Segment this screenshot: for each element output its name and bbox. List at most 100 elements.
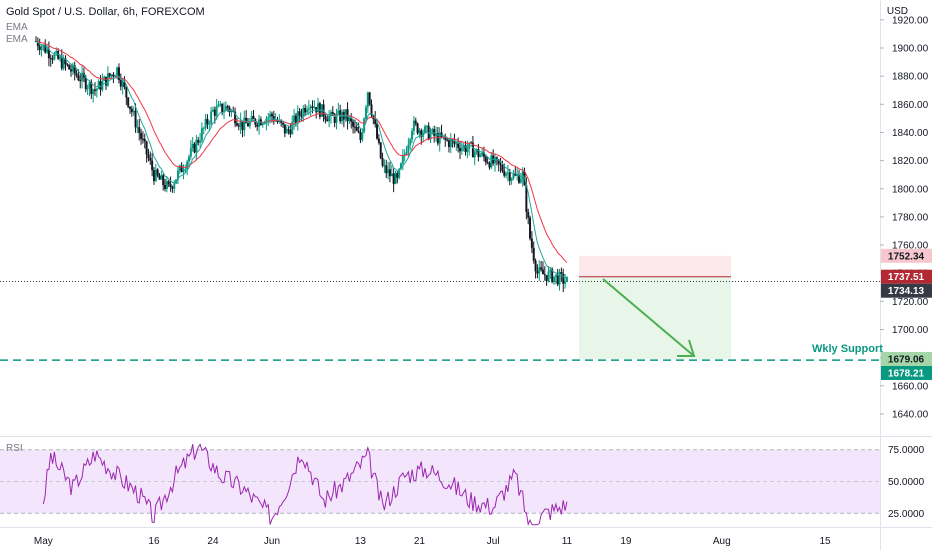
candle-body bbox=[481, 152, 484, 156]
candle-body bbox=[320, 104, 323, 117]
candle-body bbox=[114, 75, 117, 77]
currency-label: USD bbox=[886, 6, 908, 17]
candle-body bbox=[516, 174, 519, 176]
candle-body bbox=[300, 115, 303, 117]
candle-body bbox=[53, 53, 56, 60]
candle-body bbox=[162, 175, 165, 186]
candle-body bbox=[453, 140, 456, 144]
candle-body bbox=[71, 65, 74, 72]
candle-body bbox=[517, 174, 520, 183]
candle-body bbox=[108, 73, 111, 77]
candle-body bbox=[464, 145, 467, 153]
candle-body bbox=[497, 159, 500, 165]
candle-body bbox=[462, 145, 465, 148]
wkly-support-label: Wkly Support bbox=[812, 343, 883, 355]
candle-body bbox=[488, 163, 491, 168]
candle-body bbox=[235, 123, 238, 126]
price-badge-label: 1679.06 bbox=[888, 354, 925, 365]
candle-body bbox=[293, 115, 296, 122]
time-tick-label: Jun bbox=[264, 536, 280, 547]
candle-body bbox=[36, 41, 39, 47]
candle-body bbox=[49, 58, 52, 60]
candle-body bbox=[46, 49, 49, 53]
candle-body bbox=[226, 106, 229, 108]
candle-body bbox=[165, 181, 168, 189]
candle-body bbox=[460, 147, 463, 152]
price-tick-label: 1900.00 bbox=[892, 44, 929, 55]
candle-body bbox=[313, 107, 316, 109]
candle-body bbox=[237, 125, 240, 127]
candle-body bbox=[47, 49, 50, 59]
candle-body bbox=[130, 108, 133, 113]
candle-body bbox=[433, 129, 436, 136]
candle-body bbox=[84, 77, 87, 90]
candle-body bbox=[326, 119, 329, 122]
candle-body bbox=[527, 211, 530, 218]
candle-body bbox=[388, 169, 391, 177]
price-badge-label: 1734.13 bbox=[888, 286, 925, 297]
candle-body bbox=[436, 133, 439, 144]
candle-body bbox=[412, 120, 415, 131]
candle-body bbox=[355, 126, 358, 131]
candle-body bbox=[540, 267, 543, 270]
candle-body bbox=[484, 156, 487, 163]
candle-body bbox=[446, 139, 449, 141]
candle-body bbox=[40, 46, 43, 50]
price-tick-label: 1840.00 bbox=[892, 128, 929, 139]
candle-body bbox=[287, 129, 290, 131]
price-badge bbox=[881, 269, 932, 284]
candle-body bbox=[479, 155, 482, 157]
candle-body bbox=[447, 140, 450, 148]
stop-loss-zone[interactable] bbox=[579, 255, 731, 277]
candle-body bbox=[501, 165, 504, 171]
price-tick-label: 1800.00 bbox=[892, 184, 929, 195]
candle-body bbox=[317, 103, 320, 113]
candle-body bbox=[392, 173, 395, 184]
price-badge bbox=[881, 283, 932, 298]
candle-body bbox=[180, 165, 183, 173]
candle-body bbox=[514, 174, 517, 176]
candle-body bbox=[368, 92, 371, 105]
candle-body bbox=[363, 118, 366, 133]
candle-body bbox=[473, 152, 476, 158]
candle-body bbox=[123, 81, 126, 88]
candle-body bbox=[77, 75, 80, 81]
candle-body bbox=[151, 160, 154, 171]
candle-body bbox=[361, 132, 364, 140]
candle-body bbox=[184, 168, 187, 171]
candle-body bbox=[414, 120, 417, 124]
take-profit-zone[interactable] bbox=[579, 276, 731, 359]
candle-body bbox=[211, 109, 214, 112]
legend-ema-fast: EMA bbox=[6, 22, 28, 33]
price-badge-label: 1752.34 bbox=[888, 251, 925, 262]
candle-body bbox=[60, 57, 63, 69]
candle-body bbox=[551, 269, 554, 283]
candle-body bbox=[202, 127, 205, 129]
candle-body bbox=[510, 178, 513, 181]
price-tick-label: 1780.00 bbox=[892, 212, 929, 223]
candle-body bbox=[125, 87, 128, 98]
candle-body bbox=[208, 123, 211, 125]
candle-body bbox=[217, 104, 220, 107]
candle-body bbox=[564, 281, 567, 284]
price-tick-label: 1700.00 bbox=[892, 325, 929, 336]
candle-body bbox=[350, 117, 353, 122]
candle-body bbox=[490, 155, 493, 168]
candle-body bbox=[486, 162, 489, 164]
candle-body bbox=[167, 181, 170, 185]
candle-body bbox=[110, 74, 113, 77]
candle-body bbox=[134, 110, 137, 128]
candle-body bbox=[401, 155, 404, 164]
candle-body bbox=[160, 175, 163, 180]
candle-body bbox=[143, 138, 146, 142]
candle-body bbox=[307, 108, 310, 110]
candle-body bbox=[141, 138, 144, 140]
ema-fast-line bbox=[35, 40, 567, 279]
candle-body bbox=[116, 67, 119, 76]
candle-body bbox=[390, 173, 393, 177]
candle-body bbox=[171, 186, 174, 189]
candle-body bbox=[370, 104, 373, 116]
candle-body bbox=[431, 129, 434, 134]
